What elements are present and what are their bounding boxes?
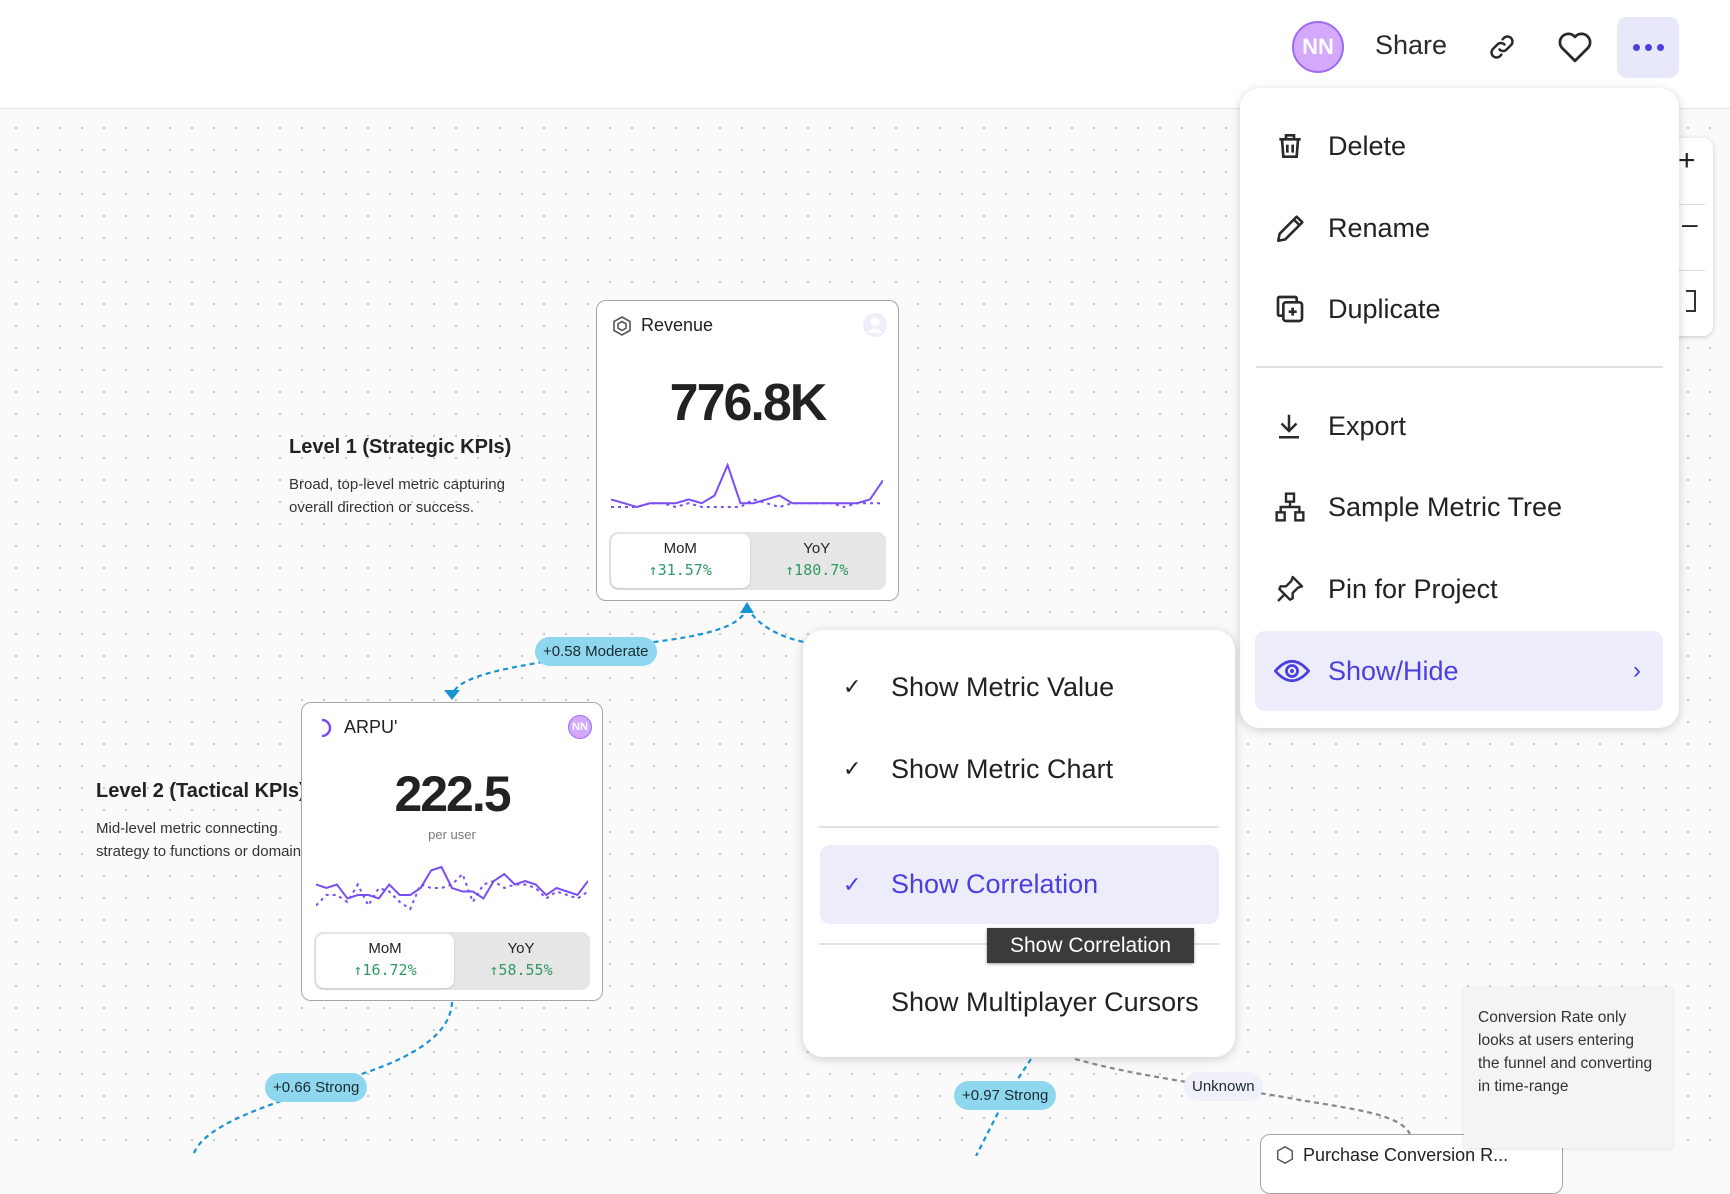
level-1-label: Level 1 (Strategic KPIs) Broad, top-leve…	[289, 436, 511, 519]
card-title: ARPU'	[344, 717, 398, 737]
card-title: Revenue	[641, 315, 714, 335]
sparkline	[316, 865, 588, 911]
sparkline	[611, 462, 883, 509]
menu-item-label: Duplicate	[1328, 293, 1441, 324]
metric-value: 776.8K	[669, 374, 828, 432]
fit-view-icon[interactable]	[1686, 290, 1696, 312]
level-desc: overall direction or success.	[289, 499, 475, 516]
edge-arpu-down	[191, 1001, 454, 1156]
divider	[1660, 204, 1705, 205]
metric-value: 222.5	[394, 766, 511, 822]
duplicate-icon	[1276, 295, 1304, 323]
zoom-in-button[interactable]: +	[1678, 144, 1696, 177]
trash-icon	[1279, 134, 1301, 158]
menu-item-rename[interactable]: Rename	[1240, 198, 1679, 258]
level-title: Level 1 (Strategic KPIs)	[289, 436, 512, 458]
divider	[1660, 270, 1705, 271]
submenu-item-show-correlation[interactable]: ✓ Show Correlation	[820, 845, 1219, 924]
user-avatar[interactable]: NN	[1292, 21, 1344, 73]
level-desc: Mid-level metric connecting	[96, 820, 278, 837]
mom-label: MoM	[368, 940, 402, 957]
zoom-out-button[interactable]: –	[1682, 208, 1698, 239]
metric-card-arpu[interactable]: ARPU' NN 222.5 per user MoM ↑16.72% YoY ↑5…	[301, 702, 603, 1001]
level-title: Level 2 (Tactical KPIs)	[96, 780, 301, 802]
mom-value: ↑16.72%	[353, 961, 417, 979]
menu-divider	[819, 826, 1219, 828]
edge-revenue-arpu	[450, 606, 749, 696]
sparkline-previous-period	[611, 498, 883, 509]
menu-item-label: Delete	[1328, 130, 1407, 161]
share-button[interactable]: Share	[1375, 30, 1448, 60]
yoy-label: YoY	[803, 540, 831, 557]
tooltip: Show Correlation	[987, 928, 1194, 963]
menu-item-export[interactable]: Export	[1240, 396, 1679, 456]
sparkline-current-period	[316, 865, 588, 900]
yoy-label: YoY	[507, 940, 535, 957]
metric-unit: per user	[428, 827, 476, 842]
menu-item-delete[interactable]: Delete	[1240, 116, 1679, 176]
mom-value: ↑31.57%	[648, 561, 712, 579]
link-icon[interactable]	[1487, 32, 1517, 62]
show-hide-submenu: ✓ Show Metric Value ✓ Show Metric Chart …	[803, 630, 1235, 1057]
edge-label[interactable]: +0.58 Moderate	[535, 637, 657, 666]
user-avatar-icon	[863, 313, 887, 337]
yoy-option[interactable]: YoY ↑58.55%	[452, 934, 590, 988]
menu-item-label: Show/Hide	[1328, 655, 1459, 686]
yoy-option[interactable]: YoY ↑180.7%	[748, 534, 887, 588]
mom-option[interactable]: MoM ↑31.57%	[611, 534, 750, 588]
submenu-item-show-metric-value[interactable]: ✓ Show Metric Value	[803, 657, 1235, 717]
yoy-value: ↑180.7%	[785, 561, 849, 579]
mom-label: MoM	[663, 540, 697, 557]
edge-unknown	[1074, 1057, 1411, 1135]
level-2-label: Level 2 (Tactical KPIs) Mid-level metric…	[96, 780, 301, 863]
submenu-item-label: Show Correlation	[891, 869, 1099, 899]
menu-item-show-hide[interactable]: Show/Hide ›	[1255, 631, 1663, 711]
check-icon: ✓	[843, 756, 862, 781]
sticky-note[interactable]: Conversion Rate only looks at users ente…	[1464, 988, 1672, 1148]
menu-divider	[1256, 366, 1663, 368]
avatar: NN	[568, 715, 592, 739]
download-icon	[1279, 414, 1299, 439]
sparkline-current-period	[611, 462, 883, 509]
submenu-item-label: Show Multiplayer Cursors	[891, 986, 1199, 1017]
comparison-toggle[interactable]: MoM ↑16.72% YoY ↑58.55%	[314, 932, 590, 990]
edge-arrow-up	[740, 602, 754, 613]
hexagon-icon	[1277, 1145, 1293, 1165]
heart-icon[interactable]	[1556, 30, 1594, 64]
comparison-toggle[interactable]: MoM ↑31.57% YoY ↑180.7%	[609, 532, 886, 590]
submenu-item-label: Show Metric Value	[891, 671, 1115, 702]
check-icon: ✓	[843, 674, 862, 699]
submenu-item-label: Show Metric Chart	[891, 753, 1114, 784]
level-desc: Broad, top-level metric capturing	[289, 476, 505, 493]
check-icon: ✓	[843, 871, 862, 897]
edge-arrow-down	[444, 690, 460, 700]
edge-label[interactable]: Unknown	[1184, 1072, 1263, 1101]
pin-icon	[1277, 575, 1304, 602]
hexagon-icon	[613, 316, 631, 336]
menu-item-label: Pin for Project	[1328, 573, 1498, 604]
options-menu: Delete Rename Duplicate Export Sample Me…	[1240, 88, 1679, 728]
metric-card-revenue[interactable]: Revenue 776.8K MoM ↑31.57% YoY ↑180.7%	[596, 300, 899, 601]
menu-item-label: Export	[1328, 410, 1407, 441]
submenu-item-show-metric-chart[interactable]: ✓ Show Metric Chart	[803, 739, 1235, 799]
yoy-value: ↑58.55%	[489, 961, 553, 979]
tree-icon	[1275, 492, 1305, 522]
edge-label[interactable]: +0.97 Strong	[954, 1081, 1057, 1110]
mom-option[interactable]: MoM ↑16.72%	[316, 934, 454, 988]
pencil-icon	[1276, 215, 1304, 243]
chevron-right-icon: ›	[1633, 657, 1641, 684]
menu-item-sample-metric-tree[interactable]: Sample Metric Tree	[1240, 477, 1679, 537]
level-desc: strategy to functions or domains.	[96, 843, 301, 860]
menu-item-label: Rename	[1328, 212, 1431, 243]
submenu-item-show-multiplayer-cursors[interactable]: Show Multiplayer Cursors	[803, 972, 1235, 1032]
menu-item-pin-for-project[interactable]: Pin for Project	[1240, 559, 1679, 619]
sparkline-previous-period	[316, 872, 588, 911]
more-options-button[interactable]	[1617, 17, 1679, 78]
loading-spinner-icon	[321, 718, 332, 738]
edge-label[interactable]: +0.66 Strong	[265, 1073, 368, 1102]
eye-icon	[1274, 659, 1310, 683]
menu-item-label: Sample Metric Tree	[1328, 491, 1563, 522]
edge-revenue-right	[746, 606, 811, 645]
menu-item-duplicate[interactable]: Duplicate	[1240, 279, 1679, 339]
